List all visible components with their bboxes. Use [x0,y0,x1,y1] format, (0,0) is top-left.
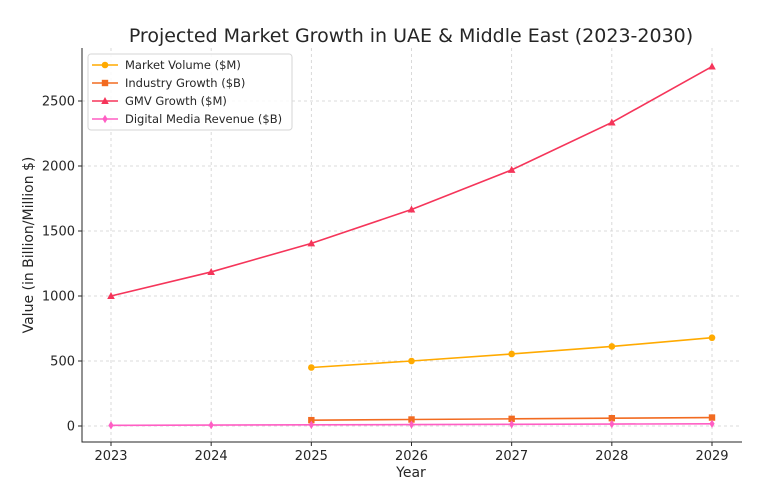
axes [81,48,742,443]
legend-label: Digital Media Revenue ($B) [125,112,282,126]
data-point [507,165,516,173]
y-axis-label: Value (in Billion/Million $) [21,157,37,334]
legend-item: Digital Media Revenue ($B) [92,112,282,126]
x-tick-label: 2028 [595,449,628,464]
x-tick-label: 2026 [395,449,428,464]
data-point [708,414,716,421]
chart-title: Projected Market Growth in UAE & Middle … [129,25,693,47]
y-tick-label: 1500 [42,225,75,240]
data-point [408,357,415,365]
legend-item: Industry Growth ($B) [92,76,245,90]
data-point [608,343,616,350]
data-point [108,421,114,430]
data-point [308,420,314,430]
x-tick-label: 2025 [295,449,328,464]
legend-box [87,53,293,131]
x-tick-label: 2027 [495,449,528,464]
y-tick-label: 2500 [42,95,75,110]
data-point [508,350,515,358]
legend-label: GMV Growth ($M) [125,94,227,108]
x-tick-label: 2029 [695,449,728,464]
series-market-volume-m- [308,334,716,371]
y-tick-label: 500 [50,355,75,370]
data-point [307,239,316,247]
data-point [408,416,415,423]
data-point [709,419,715,428]
data-point [407,205,416,213]
data-point [509,420,515,429]
series-gmv-growth-m- [107,62,716,299]
data-point [102,114,108,124]
data-point [408,420,415,429]
data-point [208,420,214,430]
data-point [308,364,315,371]
x-tick-label: 2023 [94,449,127,464]
x-tick-label: 2024 [195,449,228,464]
data-point [708,62,716,70]
data-point [107,292,115,299]
series-digital-media-revenue-b- [108,419,715,430]
data-point [609,419,615,429]
legend: Market Volume ($M) Industry Growth ($B) GM… [87,53,293,131]
data-point [708,334,716,342]
data-point [101,97,109,104]
y-tick-label: 0 [67,420,75,435]
data-point [101,61,109,69]
data-point [608,415,616,422]
data-point [101,79,109,87]
series-industry-growth-b- [308,414,716,424]
data-point [608,118,616,126]
legend-label: Industry Growth ($B) [125,76,245,90]
legend-label: Market Volume ($M) [125,58,241,72]
data-point [308,416,315,424]
y-tick-label: 1000 [42,290,75,305]
legend-item: Market Volume ($M) [92,58,241,72]
x-axis-label: Year [395,465,426,481]
data-point [207,267,215,275]
y-tick-label: 2000 [42,160,75,175]
legend-item: GMV Growth ($M) [92,94,227,108]
data-point [508,415,515,423]
